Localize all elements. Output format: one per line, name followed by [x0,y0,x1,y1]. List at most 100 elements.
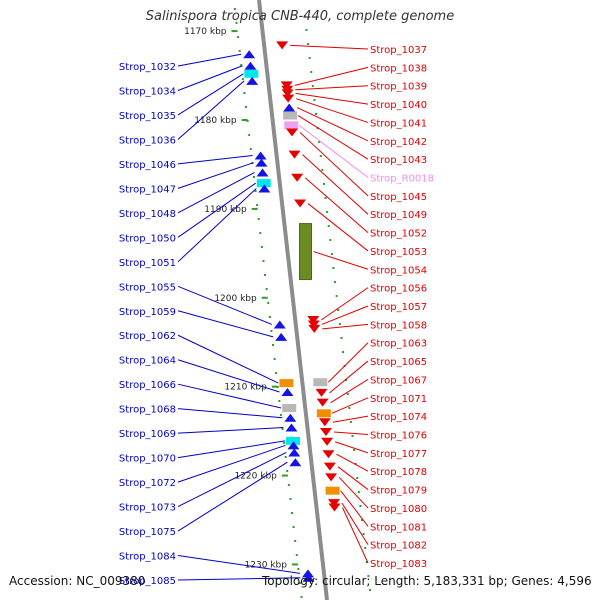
gene-label: Strop_1083 [370,559,427,570]
tick-mark [291,512,294,514]
tick-mark [349,421,352,423]
scale-label: 1230 kbp [245,560,288,570]
leader-line [304,177,369,233]
gene-label: Strop_1073 [119,503,176,514]
gene-feature [328,499,341,508]
gene-feature [321,437,334,446]
gene-label: Strop_1069 [119,429,176,440]
gene-label: Strop_1058 [370,320,427,331]
leader-line [341,502,369,545]
leader-line [336,453,369,472]
gene-feature [313,378,328,387]
gene-feature [325,473,338,482]
tick-mark [243,92,246,94]
tick-mark [340,337,343,339]
tick-mark [233,8,236,10]
tick-mark [310,71,313,73]
leader-line [296,98,369,123]
leader-line [177,461,288,532]
gene-label: Strop_1062 [119,331,176,342]
leader-line [313,251,369,270]
gene-label: Strop_1079 [370,486,427,497]
gene-label: Strop_1063 [370,339,427,350]
gene-feature [256,179,271,188]
map-title: Salinispora tropica CNB-440, complete ge… [145,9,455,24]
tick-mark [321,169,324,171]
gene-feature [288,448,301,457]
tick-mark [334,281,337,283]
tick-mark [273,358,276,360]
leader-line [290,44,369,50]
gene-feature [286,128,299,137]
gene-label: Strop_1077 [370,449,427,460]
scale-dash [241,119,248,121]
gene-feature [315,388,328,397]
tick-mark [283,442,286,444]
scale-dash [281,474,288,477]
gene-feature [288,150,301,159]
scale-dash [271,385,278,388]
tick-mark [359,505,362,507]
tick-mark [318,141,321,143]
scale-label: 1220 kbp [234,472,277,482]
leader-line [177,188,257,263]
leader-line [297,115,369,160]
gene-feature [276,41,289,50]
leader-line [307,203,369,252]
gene-feature [255,158,268,167]
gene-feature [283,103,296,112]
gene-label: Strop_1056 [370,284,427,295]
scale-dash [231,30,238,33]
tick-mark [332,267,335,269]
tick-mark [286,470,289,472]
scale-label: 1210 kbp [224,383,267,393]
tick-mark [357,491,360,493]
gene-label: Strop_1039 [370,82,427,93]
leader-line [330,379,369,404]
gene-feature [289,458,302,467]
gene-feature [254,151,267,160]
tick-mark [322,183,325,185]
tick-mark [329,239,332,241]
tick-mark [271,344,274,346]
tick-mark [307,43,310,45]
gene-label: Strop_1070 [119,454,176,465]
gene-label: Strop_1055 [119,282,176,293]
scale-dash [291,563,298,566]
tick-mark [303,15,306,17]
tick-mark [241,78,244,80]
gene-feature [256,168,269,177]
leader-line [296,107,369,142]
leader-line [333,431,369,435]
leader-line [177,334,279,384]
leader-line [299,132,369,197]
leader-line [342,507,369,564]
tick-mark [260,246,263,248]
tick-mark [319,155,322,157]
accession-label: Accession: NC_009380 [9,574,146,588]
tick-mark [308,57,311,59]
leader-line [177,155,253,165]
leader-line [337,466,369,490]
scale-label: 1190 kbp [204,205,247,215]
genome-backbone [257,0,329,600]
tick-mark [337,309,340,311]
tick-mark [268,316,271,318]
gene-feature [273,320,286,329]
tick-mark [362,533,365,535]
gene-label: Strop_1068 [119,405,176,416]
gene-feature [243,50,256,59]
leader-line [177,310,274,338]
leader-line [177,53,242,67]
leader-line [177,451,287,508]
gene-feature [279,379,294,388]
tick-mark [338,323,341,325]
tick-mark [300,596,303,598]
tick-mark [313,99,316,101]
tick-mark [249,148,252,150]
gene-feature [302,573,315,582]
gene-feature [284,413,297,422]
leader-line [177,577,301,581]
leader-line [331,397,369,414]
tick-mark [259,232,262,234]
